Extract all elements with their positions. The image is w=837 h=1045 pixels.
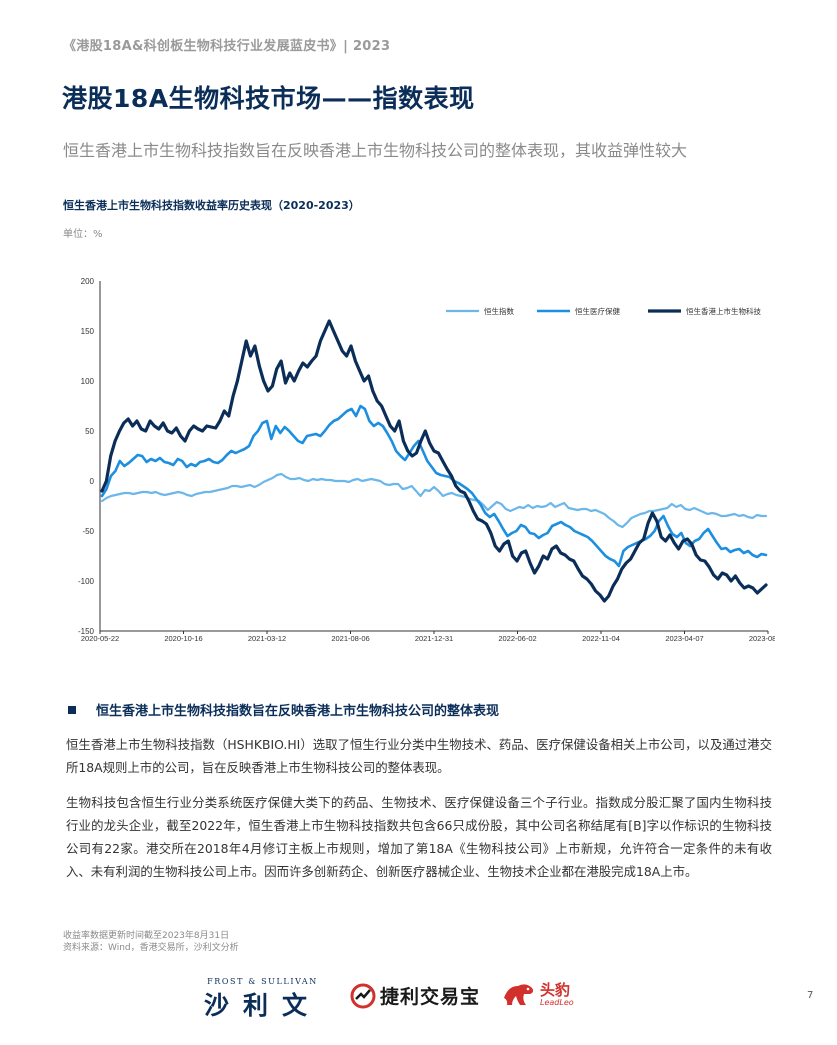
- y-tick-label: -50: [82, 527, 94, 536]
- section-heading: 恒生香港上市生物科技指数旨在反映香港上市生物科技公司的整体表现: [68, 700, 499, 719]
- paragraph-index-intro: 恒生香港上市生物科技指数（HSHKBIO.HI）选取了恒生行业分类中生物技术、药…: [66, 737, 772, 775]
- y-tick-label: -150: [78, 627, 95, 636]
- series-line-0: [100, 472, 768, 529]
- series-line-1: [100, 404, 768, 568]
- page-subtitle: 恒生香港上市生物科技指数旨在反映香港上市生物科技公司的整体表现，其收益弹性较大: [63, 141, 688, 160]
- legend-label: 恒生医疗保健: [575, 306, 620, 316]
- frost-sullivan-wordmark: FROST & SULLIVAN: [207, 977, 318, 986]
- jieli-emblem-icon: [350, 983, 376, 1008]
- page-title: 港股18A生物科技市场——指数表现: [62, 84, 475, 113]
- paragraph-index-composition: 生物科技包含恒生行业分类系统医疗保健大类下的药品、生物技术、医疗保健设备三个子行…: [66, 795, 772, 879]
- legend-label: 恒生指数: [484, 306, 514, 316]
- jieli-logo: 捷利交易宝: [350, 982, 480, 1009]
- line-chart: 200 150 100 50 0 -50 -100 -150 2020-05-22 2020-10…: [63, 265, 787, 655]
- x-tick-label: 2023-04-07: [665, 634, 703, 643]
- frost-sullivan-logo: FROST & SULLIVAN 沙利文: [200, 977, 325, 1022]
- x-tick-label: 2021-12-31: [415, 634, 453, 643]
- leopard-icon: [504, 984, 534, 1005]
- chart-title: 恒生香港上市生物科技指数收益率历史表现（2020-2023）: [63, 199, 360, 212]
- leadleo-logo: 头豹 LeadLeo: [502, 978, 574, 1008]
- x-tick-label: 2021-03-12: [248, 634, 286, 643]
- legend-label: 恒生香港上市生物科技: [686, 306, 761, 316]
- leadleo-chinese-name: 头豹: [540, 981, 571, 999]
- x-tick-label: 2022-11-04: [582, 634, 620, 643]
- y-tick-label: 100: [81, 377, 95, 386]
- x-tick-label: 2022-06-02: [498, 634, 536, 643]
- leadleo-english-name: LeadLeo: [540, 998, 574, 1007]
- running-header: 《港股18A&科创板生物科技行业发展蓝皮书》| 2023: [63, 39, 391, 54]
- footnote-data-date: 收益率数据更新时间截至2023年8月31日: [63, 931, 230, 941]
- x-tick-label: 2020-05-22: [81, 634, 119, 643]
- y-tick-label: -100: [78, 577, 95, 586]
- x-tick-label: 2020-10-16: [164, 634, 202, 643]
- chart-unit-label: 单位：%: [63, 229, 103, 240]
- y-tick-label: 150: [81, 327, 95, 336]
- jieli-name: 捷利交易宝: [380, 986, 481, 1008]
- y-tick-label: 200: [81, 277, 95, 286]
- x-tick-label: 2023-08-31: [749, 634, 775, 643]
- square-bullet-icon: [68, 705, 76, 714]
- y-tick-label: 50: [85, 427, 94, 436]
- section-heading-text: 恒生香港上市生物科技指数旨在反映香港上市生物科技公司的整体表现: [96, 704, 500, 719]
- x-tick-label: 2021-08-06: [331, 634, 369, 643]
- frost-sullivan-chinese-name: 沙利文: [203, 991, 321, 1020]
- page-number: 7: [807, 990, 814, 1001]
- footnote-source: 资料来源：Wind，香港交易所，沙利文分析: [63, 943, 239, 953]
- y-tick-label: 0: [90, 477, 95, 486]
- series-line-2: [100, 319, 768, 603]
